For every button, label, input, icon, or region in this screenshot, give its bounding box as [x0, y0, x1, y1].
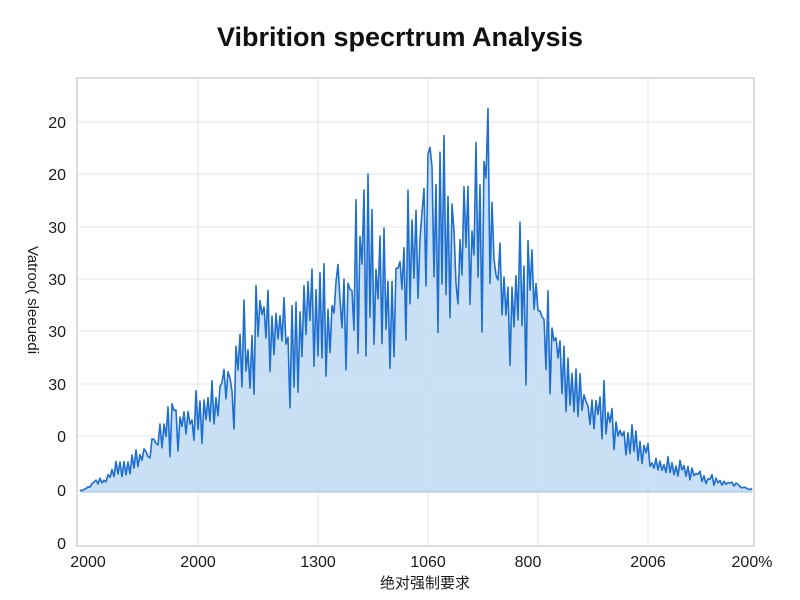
y-tick-label: 20: [48, 115, 66, 132]
x-tick-label: 1300: [300, 554, 336, 571]
y-tick-label: 30: [48, 272, 66, 289]
y-axis-label: Vatroo( sleeuedi: [24, 246, 41, 354]
spectrum-series: [79, 107, 753, 493]
y-tick-label: 0: [57, 483, 66, 500]
y-tick-label: 30: [48, 220, 66, 237]
x-tick-label: 2000: [70, 554, 106, 571]
y-tick-label: 30: [48, 324, 66, 341]
x-axis-label: 绝对强制要求: [380, 575, 470, 592]
y-tick-label: 0: [57, 536, 66, 553]
chart-title: Vibrition specrtrum Analysis: [216, 22, 584, 52]
spectrum-line: [79, 107, 753, 492]
y-tick-label: 0: [57, 429, 66, 446]
y-tick-labels: 20 20 30 30 30 30 0 0 0: [48, 115, 66, 553]
x-tick-label: 2000: [180, 554, 216, 571]
y-tick-label: 20: [48, 167, 66, 184]
y-tick-label: 30: [48, 377, 66, 394]
spectrum-hatch: [79, 108, 753, 492]
x-tick-label: 2006: [630, 554, 666, 571]
x-tick-label: 800: [515, 554, 542, 571]
x-tick-label: 1060: [410, 554, 446, 571]
x-tick-label: 200%: [732, 554, 773, 571]
x-tick-labels: 2000 2000 1300 1060 800 2006 200%: [70, 554, 772, 571]
plot-frame: [76, 77, 755, 547]
